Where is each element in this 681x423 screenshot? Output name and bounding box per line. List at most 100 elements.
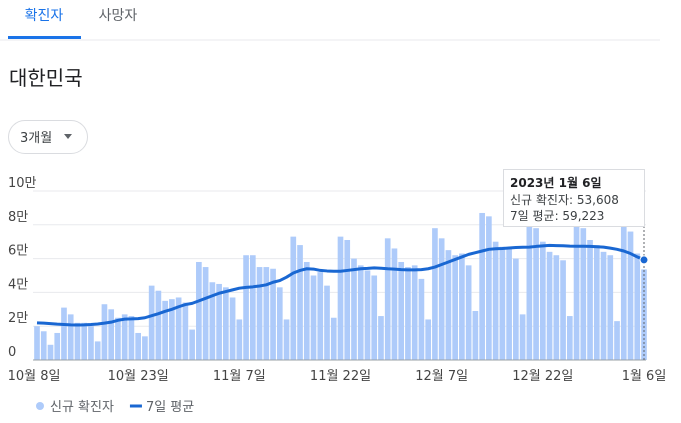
bar bbox=[600, 251, 607, 360]
bar bbox=[432, 228, 438, 360]
bar bbox=[297, 245, 303, 360]
bar bbox=[229, 297, 236, 360]
bar bbox=[546, 251, 553, 360]
bar bbox=[189, 329, 195, 360]
bar bbox=[142, 336, 148, 360]
bar bbox=[344, 240, 351, 360]
dropdown-arrow[interactable] bbox=[64, 134, 72, 139]
bar bbox=[506, 248, 512, 360]
bar bbox=[418, 278, 425, 360]
line bbox=[36, 243, 645, 327]
dropdown-label[interactable]: 3개월 bbox=[20, 131, 52, 146]
x-tick-label: 11월 7일 bbox=[213, 369, 266, 384]
bar bbox=[330, 317, 337, 360]
bar bbox=[121, 314, 128, 360]
hover-point bbox=[639, 255, 649, 265]
region-title: 대한민국 bbox=[9, 66, 83, 90]
bar bbox=[88, 326, 94, 360]
bar bbox=[573, 211, 580, 360]
bar bbox=[290, 236, 297, 360]
tooltip-title: 2023년 1월 6일 bbox=[510, 175, 602, 190]
bar bbox=[276, 287, 283, 360]
bar bbox=[34, 326, 40, 360]
bar bbox=[593, 245, 600, 360]
bar bbox=[486, 216, 492, 360]
bar bbox=[526, 211, 533, 360]
bar bbox=[54, 332, 61, 360]
bar bbox=[162, 300, 168, 360]
y-tick-label: 0 bbox=[8, 345, 16, 360]
x-tick-label: 12월 22일 bbox=[512, 369, 573, 384]
bar bbox=[135, 332, 141, 360]
bar bbox=[209, 282, 216, 360]
bar bbox=[155, 290, 162, 360]
bar bbox=[256, 267, 263, 360]
bar bbox=[540, 241, 546, 360]
legend-label: 신규 확진자 bbox=[50, 400, 114, 415]
bar bbox=[337, 236, 344, 360]
bar bbox=[465, 265, 472, 360]
x-tick-label: 12월 7일 bbox=[415, 369, 468, 384]
bar bbox=[283, 319, 290, 360]
bar bbox=[371, 275, 378, 360]
bar bbox=[202, 267, 209, 360]
bar bbox=[216, 283, 222, 360]
bar bbox=[249, 255, 256, 360]
legend-label: 7일 평균 bbox=[146, 400, 194, 415]
bar bbox=[175, 297, 182, 360]
bar bbox=[384, 238, 391, 360]
bar bbox=[533, 228, 539, 360]
bar bbox=[47, 344, 54, 360]
bar bbox=[303, 261, 310, 360]
x-tick-label: 10월 23일 bbox=[108, 369, 169, 384]
bar bbox=[398, 261, 405, 360]
bar bbox=[620, 211, 627, 360]
bar bbox=[405, 267, 411, 360]
bar bbox=[169, 299, 175, 360]
bar bbox=[607, 255, 614, 360]
bar bbox=[425, 319, 432, 360]
tooltip bbox=[503, 169, 645, 227]
bar bbox=[513, 258, 519, 360]
bar bbox=[243, 255, 249, 360]
bar bbox=[357, 265, 364, 360]
bar bbox=[61, 307, 67, 360]
bar bbox=[324, 285, 330, 360]
bar bbox=[74, 322, 81, 360]
bar bbox=[519, 314, 526, 360]
bar bbox=[108, 309, 115, 360]
y-tick-label: 4만 bbox=[8, 277, 28, 292]
bar bbox=[499, 246, 506, 360]
bar bbox=[223, 287, 229, 360]
bar bbox=[452, 255, 458, 360]
y-tick-label: 8만 bbox=[8, 210, 28, 225]
bar bbox=[560, 260, 566, 360]
bar bbox=[263, 267, 270, 360]
dropdown[interactable] bbox=[8, 120, 88, 154]
bar bbox=[101, 304, 108, 360]
bar bbox=[364, 270, 371, 360]
bar bbox=[40, 331, 47, 360]
x-tick-label: 10월 8일 bbox=[8, 369, 61, 384]
bar bbox=[236, 319, 243, 360]
bar bbox=[411, 265, 418, 360]
bar bbox=[627, 231, 634, 360]
bar bbox=[182, 302, 189, 360]
bar bbox=[196, 261, 202, 360]
bar bbox=[472, 310, 479, 360]
tab[interactable]: 사망자 bbox=[99, 8, 138, 24]
tab[interactable]: 확진자 bbox=[25, 8, 64, 24]
bar bbox=[492, 241, 499, 360]
y-tick-label: 2만 bbox=[8, 311, 28, 326]
bar bbox=[479, 212, 485, 360]
bar bbox=[128, 316, 135, 360]
bar bbox=[566, 316, 573, 360]
bar bbox=[459, 253, 465, 360]
bar bbox=[310, 275, 317, 360]
bar bbox=[580, 228, 587, 360]
bar bbox=[351, 258, 357, 360]
bar bbox=[148, 285, 155, 360]
tab-indicator bbox=[8, 36, 81, 39]
x-tick-label: 1월 6일 bbox=[622, 369, 667, 384]
